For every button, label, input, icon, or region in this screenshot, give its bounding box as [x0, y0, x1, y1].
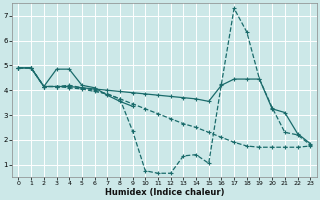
X-axis label: Humidex (Indice chaleur): Humidex (Indice chaleur)	[105, 188, 224, 197]
